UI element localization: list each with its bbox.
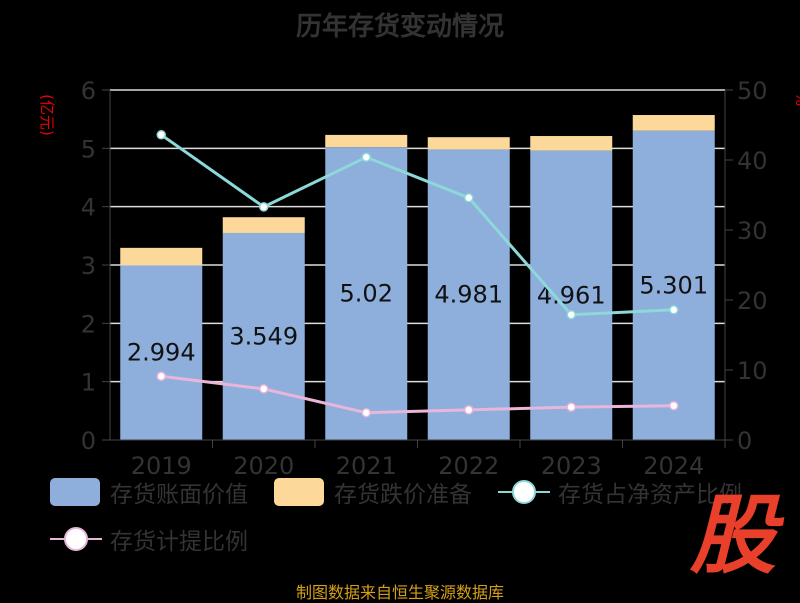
line-point xyxy=(669,305,679,315)
bar-value-label: 4.981 xyxy=(434,281,503,309)
bar-impairment xyxy=(325,134,408,148)
bar-book-value xyxy=(325,147,408,440)
left-tick-label: 2 xyxy=(81,310,96,338)
left-axis-label: (亿元) xyxy=(38,94,56,136)
legend-label: 存货跌价准备 xyxy=(334,482,472,508)
chart-title: 历年存货变动情况 xyxy=(295,12,504,42)
line-point xyxy=(464,405,474,415)
right-tick-label: 40 xyxy=(737,147,768,175)
bar-book-value xyxy=(222,232,305,440)
line-point xyxy=(361,407,371,418)
line-point xyxy=(156,371,166,382)
bar-impairment xyxy=(632,115,715,131)
legend-swatch-bar-icon xyxy=(50,478,100,506)
line-point xyxy=(464,193,474,203)
legend-line-icon xyxy=(50,527,102,551)
right-tick-label: 30 xyxy=(737,217,768,245)
left-tick-label: 4 xyxy=(81,194,96,222)
right-tick-label: 10 xyxy=(737,357,768,385)
legend-line-icon xyxy=(498,480,550,504)
bar-book-value xyxy=(632,130,715,440)
bar-value-label: 4.961 xyxy=(537,281,606,309)
bar-value-label: 5.301 xyxy=(639,271,708,299)
legend-label: 存货占净资产比例 xyxy=(558,482,742,508)
line-point xyxy=(259,202,269,212)
left-tick-label: 6 xyxy=(81,77,96,105)
bar-book-value xyxy=(120,265,203,440)
right-tick-label: 50 xyxy=(737,77,768,105)
legend-label: 存货账面价值 xyxy=(110,482,248,508)
x-tick-label: 2020 xyxy=(233,452,294,480)
legend-item-book-value[interactable]: 存货账面价值 xyxy=(50,475,248,509)
line-point xyxy=(669,400,679,411)
x-tick-label: 2022 xyxy=(438,452,499,480)
left-tick-label: 3 xyxy=(81,252,96,280)
line-point xyxy=(566,402,576,412)
bar-book-value xyxy=(530,150,613,440)
bar-impairment xyxy=(120,247,203,266)
logo: 股 xyxy=(690,486,776,586)
line-point xyxy=(361,152,371,162)
legend-item-provision-ratio[interactable]: 存货计提比例 xyxy=(50,522,248,556)
x-tick-label: 2023 xyxy=(541,452,602,480)
left-tick-label: 1 xyxy=(81,369,96,397)
bar-value-label: 5.02 xyxy=(340,280,393,308)
right-tick-label: 0 xyxy=(737,427,752,455)
legend-label: 存货计提比例 xyxy=(110,529,248,555)
left-tick-label: 0 xyxy=(81,427,96,455)
legend-swatch-bar-icon xyxy=(274,478,324,506)
line-point xyxy=(259,384,269,394)
left-tick-label: 5 xyxy=(81,135,96,163)
legend-item-net-asset-ratio[interactable]: 存货占净资产比例 xyxy=(498,475,742,509)
x-tick-label: 2019 xyxy=(131,452,192,480)
line-point xyxy=(566,309,576,320)
bar-impairment xyxy=(427,137,510,150)
legend-item-impairment[interactable]: 存货跌价准备 xyxy=(274,475,472,509)
x-tick-label: 2021 xyxy=(336,452,397,480)
footer-source: 制图数据来自恒生聚源数据库 xyxy=(295,583,504,602)
line-point xyxy=(156,130,166,140)
bar-impairment xyxy=(222,217,305,233)
bar-value-label: 3.549 xyxy=(229,322,298,350)
bar-impairment xyxy=(530,136,613,151)
bar-value-label: 2.994 xyxy=(127,339,196,367)
right-axis-label: % xyxy=(792,92,800,106)
line-provision-ratio xyxy=(161,374,674,415)
right-tick-label: 20 xyxy=(737,287,768,315)
line-net-asset-ratio xyxy=(160,133,674,317)
x-tick-label: 2024 xyxy=(643,452,704,480)
